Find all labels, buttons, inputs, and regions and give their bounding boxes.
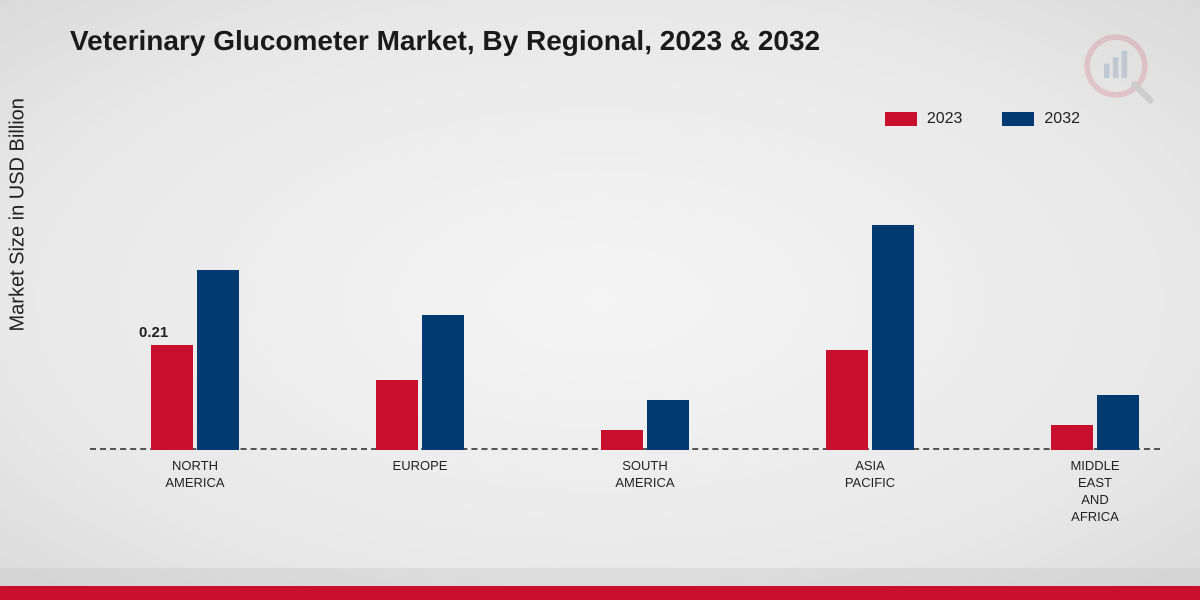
footer-gray-strip: [0, 568, 1200, 586]
legend-label: 2032: [1044, 110, 1080, 128]
legend: 2023 2032: [885, 110, 1080, 128]
brand-logo-icon: [1080, 30, 1160, 110]
legend-label: 2023: [927, 110, 963, 128]
y-axis-label: Market Size in USD Billion: [7, 98, 30, 331]
bar: [1097, 395, 1139, 450]
bar: [826, 350, 868, 450]
bar: [376, 380, 418, 450]
legend-item-2023: 2023: [885, 110, 963, 128]
bar: [872, 225, 914, 450]
x-axis-category-label: SOUTHAMERICA: [585, 458, 705, 492]
bar-group: [360, 315, 480, 450]
bar: [422, 315, 464, 450]
footer-accent-bar: [0, 586, 1200, 600]
x-axis-category-label: EUROPE: [360, 458, 480, 475]
legend-swatch-icon: [885, 112, 917, 126]
bar-value-label: 0.21: [139, 324, 168, 341]
bar: [197, 270, 239, 450]
x-axis-category-label: NORTHAMERICA: [135, 458, 255, 492]
bar: [1051, 425, 1093, 450]
bar-group: 0.21: [135, 270, 255, 450]
chart-plot-area: 0.21: [90, 150, 1160, 450]
legend-swatch-icon: [1002, 112, 1034, 126]
bar-group: [1035, 395, 1155, 450]
bar: [647, 400, 689, 450]
legend-item-2032: 2032: [1002, 110, 1080, 128]
x-axis-category-label: MIDDLEEASTANDAFRICA: [1035, 458, 1155, 526]
chart-title: Veterinary Glucometer Market, By Regiona…: [70, 25, 820, 57]
bar: [601, 430, 643, 450]
bar-group: [585, 400, 705, 450]
bar-group: [810, 225, 930, 450]
x-axis-category-label: ASIAPACIFIC: [810, 458, 930, 492]
bar: [151, 345, 193, 450]
